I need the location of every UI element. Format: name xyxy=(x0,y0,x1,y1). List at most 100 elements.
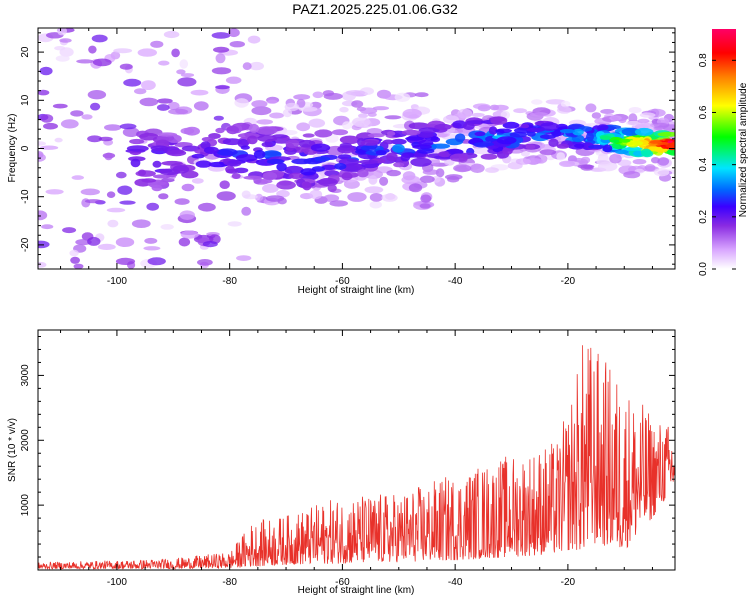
heatmap-cell xyxy=(308,118,326,128)
heatmap-cell xyxy=(586,132,594,142)
heatmap-cell xyxy=(242,62,252,70)
heatmap-cell xyxy=(312,91,324,99)
heatmap-cell xyxy=(104,152,113,161)
heatmap-cell xyxy=(119,200,136,205)
colorbar xyxy=(712,29,736,269)
heatmap-cell xyxy=(515,158,532,165)
heatmap-cell xyxy=(179,59,189,69)
heatmap-cell xyxy=(490,116,508,125)
heatmap-cell xyxy=(580,156,591,164)
heatmap-cell xyxy=(144,237,158,244)
snr-line xyxy=(38,345,675,570)
heatmap-cell xyxy=(545,99,566,105)
heatmap-cell xyxy=(337,154,352,160)
heatmap-cell xyxy=(513,108,527,114)
heatmap-cell xyxy=(651,157,660,164)
heatmap-cell xyxy=(632,159,647,165)
heatmap-cell xyxy=(193,101,209,111)
heatmap-cell xyxy=(225,165,235,173)
heatmap-cell xyxy=(321,164,337,170)
heatmap-cell xyxy=(113,48,133,54)
heatmap-cell xyxy=(191,153,205,159)
heatmap-cell xyxy=(76,59,94,64)
heatmap-cell xyxy=(60,119,79,129)
heatmap-cell xyxy=(191,178,204,184)
heatmap-cell xyxy=(229,41,245,48)
heatmap-cell xyxy=(327,184,337,193)
heatmap-cell xyxy=(502,121,520,129)
x-tick-label: -20 xyxy=(561,276,576,287)
heatmap-cell xyxy=(329,200,349,207)
heatmap-cell xyxy=(392,144,405,153)
y-tick-label: 10 xyxy=(20,94,31,106)
x-tick-label: -60 xyxy=(335,577,350,588)
heatmap-cell xyxy=(195,160,212,168)
heatmap-cell xyxy=(130,158,141,168)
heatmap-cell xyxy=(285,139,300,149)
y-tick-label: 0 xyxy=(20,145,31,151)
heatmap-cell xyxy=(369,200,382,209)
heatmap-cell xyxy=(618,138,631,143)
heatmap-cell xyxy=(241,190,251,199)
y-tick-label: 3000 xyxy=(20,364,31,387)
heatmap-cell xyxy=(300,168,317,176)
heatmap-cell xyxy=(314,156,331,162)
heatmap-cell xyxy=(342,121,352,130)
heatmap-cell xyxy=(167,101,180,111)
heatmap-cell xyxy=(339,135,360,145)
heatmap-cell xyxy=(176,69,186,75)
bottom-plot-frame xyxy=(37,329,676,571)
heatmap-cell xyxy=(59,38,72,43)
heatmap-cell xyxy=(526,127,545,133)
heatmap-cell xyxy=(119,63,133,70)
heatmap-cell xyxy=(434,123,452,130)
heatmap-cell xyxy=(597,124,609,131)
heatmap-cell xyxy=(249,61,264,71)
heatmap-cell xyxy=(197,259,213,266)
heatmap-cell xyxy=(181,183,195,192)
heatmap-cell xyxy=(262,171,278,181)
heatmap-cell xyxy=(57,28,67,36)
heatmap-cell xyxy=(87,90,107,100)
heatmap-cell xyxy=(639,112,656,118)
bottom-y-axis-label: SNR (10 * v/v) xyxy=(7,418,18,482)
heatmap-cell xyxy=(496,136,517,145)
heatmap-cell xyxy=(62,227,77,234)
heatmap-cell xyxy=(602,144,613,153)
y-tick-label: -20 xyxy=(20,237,31,252)
heatmap-cell xyxy=(422,169,440,175)
heatmap-cell xyxy=(248,123,260,133)
top-x-axis-label: Height of straight line (km) xyxy=(298,285,415,296)
heatmap-cell xyxy=(585,103,597,113)
heatmap-cell xyxy=(215,85,230,90)
heatmap-cell xyxy=(334,163,347,170)
heatmap-cell xyxy=(168,108,189,115)
heatmap-cell xyxy=(644,164,656,172)
heatmap-cell xyxy=(284,165,304,175)
heatmap-cell xyxy=(126,145,149,152)
heatmap-cell xyxy=(236,255,252,261)
heatmap-cell xyxy=(161,160,183,166)
heatmap-cell xyxy=(40,114,54,123)
heatmap-cell xyxy=(254,193,264,202)
heatmap-cell xyxy=(372,106,390,111)
heatmap-cell xyxy=(447,175,460,183)
heatmap-cell xyxy=(331,129,349,136)
heatmap-cell xyxy=(184,126,200,136)
heatmap-cell xyxy=(208,161,228,168)
heatmap-cell xyxy=(251,106,272,116)
heatmap-cell xyxy=(556,135,568,142)
heatmap-cell xyxy=(211,67,232,75)
heatmap-cell xyxy=(266,158,285,165)
heatmap-cell xyxy=(246,135,258,145)
colorbar-tick-label: 0.0 xyxy=(698,262,709,276)
heatmap-cell xyxy=(559,160,575,167)
heatmap-cell xyxy=(213,46,230,53)
heatmap-cell xyxy=(391,138,407,145)
heatmap-cell xyxy=(97,243,116,250)
heatmap-cell xyxy=(572,128,584,136)
heatmap-cell xyxy=(454,133,466,142)
heatmap-cell xyxy=(472,103,491,110)
heatmap-cell xyxy=(157,98,173,104)
heatmap-cell xyxy=(87,135,103,143)
